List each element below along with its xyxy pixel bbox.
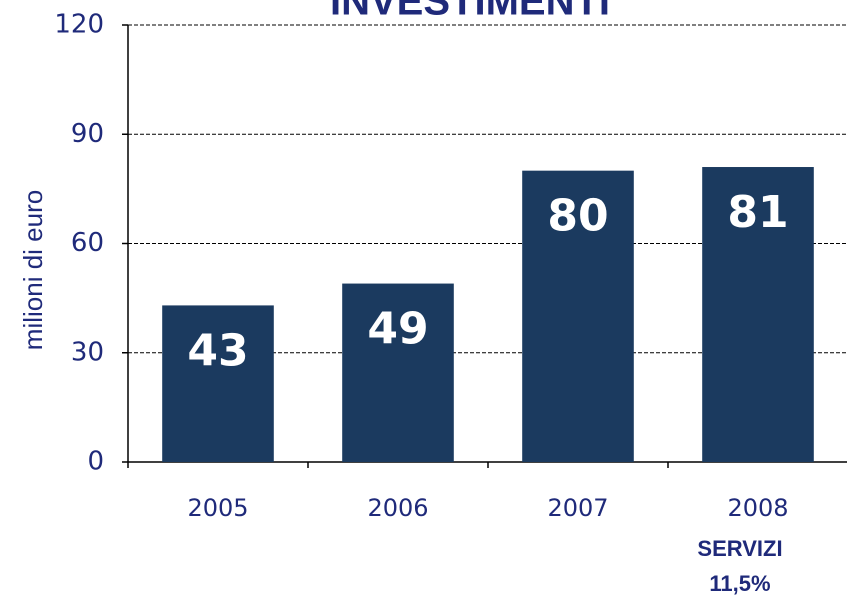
- y-axis-label: milioni di euro: [18, 190, 48, 350]
- chart-title: INVESTIMENTI: [330, 0, 610, 24]
- bar: [342, 283, 454, 462]
- data-label: 80: [547, 191, 608, 242]
- bar: [522, 170, 634, 462]
- x-tick-label: 2005: [187, 494, 248, 522]
- data-label: 81: [727, 187, 788, 238]
- y-tick-label: 60: [71, 228, 104, 258]
- bar: [702, 167, 814, 462]
- data-label: 43: [187, 325, 248, 376]
- x-tick-label: 2007: [547, 494, 608, 522]
- annotation: 11,5%: [709, 571, 770, 596]
- y-tick-label: 30: [71, 337, 104, 367]
- bar: [162, 305, 274, 462]
- annotation: SERVIZI: [697, 536, 782, 561]
- data-label: 49: [367, 304, 428, 355]
- x-tick-label: 2008: [727, 494, 788, 522]
- x-tick-label: 2006: [367, 494, 428, 522]
- y-tick-label: 0: [87, 447, 104, 477]
- y-tick-label: 90: [71, 119, 104, 149]
- y-tick-label: 120: [54, 10, 104, 40]
